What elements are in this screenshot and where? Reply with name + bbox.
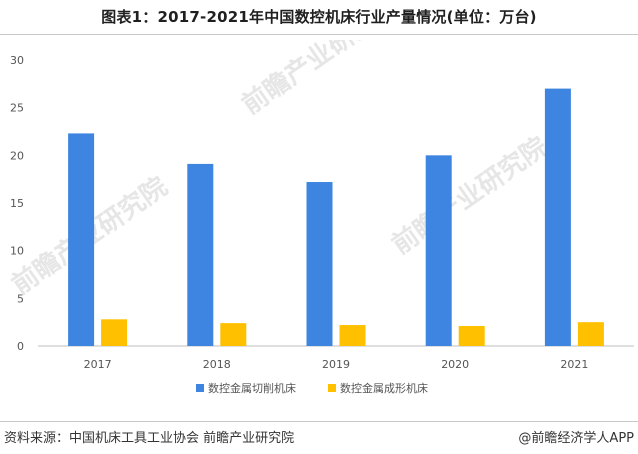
y-tick-label: 10 — [10, 245, 24, 258]
bar-forming-2021 — [577, 322, 604, 346]
x-tick-label: 2021 — [560, 358, 588, 371]
y-tick-label: 30 — [10, 54, 24, 67]
watermark-3: 前瞻产业研究院 — [386, 131, 553, 261]
x-tick-label: 2019 — [322, 358, 350, 371]
bar-chart: 前瞻产业研究院前瞻产业研究院前瞻产业研究院0510152025302017201… — [6, 40, 634, 395]
bar-forming-2020 — [458, 325, 485, 346]
source-note: 资料来源：中国机床工具工业协会 前瞻产业研究院 — [4, 431, 295, 446]
bar-forming-2019 — [339, 325, 366, 346]
bar-cutting-2017 — [68, 133, 95, 346]
title-divider — [0, 34, 638, 35]
y-tick-label: 25 — [10, 102, 24, 115]
y-tick-label: 0 — [17, 340, 24, 353]
footer-divider — [0, 421, 638, 422]
x-tick-label: 2018 — [203, 358, 231, 371]
legend-swatch-1 — [196, 384, 204, 392]
bar-cutting-2021 — [544, 88, 571, 346]
legend-label-1: 数控金属切削机床 — [208, 381, 296, 395]
legend-swatch-2 — [328, 384, 336, 392]
x-tick-label: 2017 — [84, 358, 112, 371]
credit-note: @前瞻经济学人APP — [518, 431, 634, 446]
bar-cutting-2018 — [187, 163, 214, 346]
chart-title: 图表1：2017-2021年中国数控机床行业产量情况(单位：万台) — [101, 8, 537, 26]
watermark-1: 前瞻产业研究院 — [236, 40, 403, 121]
legend-label-2: 数控金属成形机床 — [340, 381, 428, 395]
x-tick-label: 2020 — [441, 358, 469, 371]
y-tick-label: 15 — [10, 197, 24, 210]
y-tick-label: 20 — [10, 149, 24, 162]
bar-cutting-2019 — [306, 182, 333, 346]
y-tick-label: 5 — [17, 292, 24, 305]
bar-forming-2017 — [101, 319, 128, 346]
bar-cutting-2020 — [425, 155, 452, 346]
bar-forming-2018 — [220, 323, 247, 346]
